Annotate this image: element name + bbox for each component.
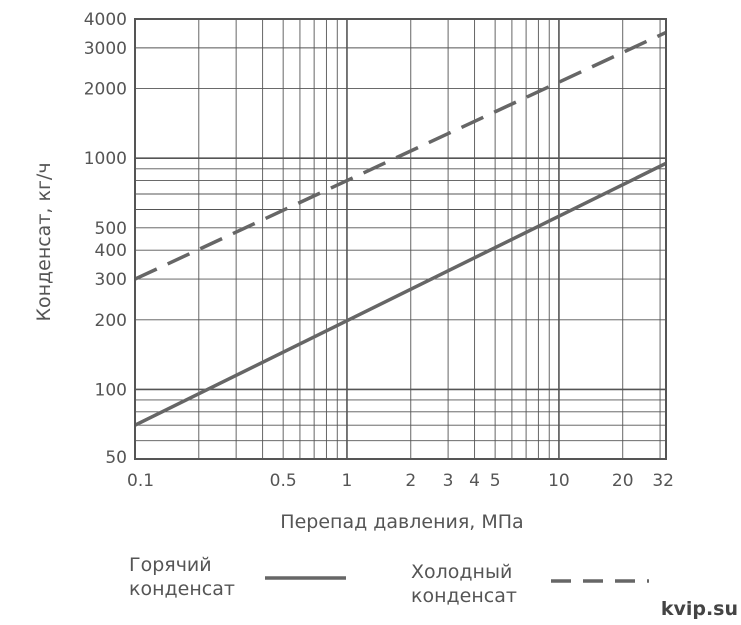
y-tick-label: 2000 (84, 80, 127, 100)
watermark-text: kvip.su (661, 598, 738, 620)
y-tick-label: 50 (105, 448, 127, 468)
y-axis-label: Конденсат, кг/ч (33, 162, 55, 321)
y-tick-label: 300 (95, 270, 127, 290)
x-tick-label: 0.5 (270, 471, 297, 491)
legend: Горячий конденсат Холодный конденсат (129, 554, 649, 607)
y-tick-label: 3000 (84, 39, 127, 59)
y-tick-label: 100 (95, 380, 127, 400)
x-tick-label: 4 (469, 471, 480, 491)
x-tick-label: 1 (342, 471, 353, 491)
y-tick-label: 1000 (84, 149, 127, 169)
series-line-hot-condensate (134, 161, 667, 427)
y-tick-label: 200 (95, 311, 127, 331)
x-tick-label: 20 (612, 471, 634, 491)
y-tick-label: 500 (95, 219, 127, 239)
x-tick-label: 32 (652, 471, 674, 491)
x-tick-label: 5 (490, 471, 501, 491)
grid-major (135, 19, 666, 459)
grid-minor (135, 19, 666, 459)
plot-frame (134, 18, 667, 460)
legend-label: Холодный конденсат (411, 561, 517, 607)
y-tick-label: 4000 (84, 10, 127, 30)
x-tick-label: 10 (548, 471, 570, 491)
x-axis-label: Перепад давления, МПа (280, 511, 523, 533)
y-tick-label: 400 (95, 241, 127, 261)
x-tick-label: 3 (443, 471, 454, 491)
x-tick-label: 0.1 (127, 471, 154, 491)
x-tick-label: 2 (405, 471, 416, 491)
series-layer (134, 30, 667, 427)
legend-label: Горячий конденсат (129, 554, 235, 600)
series-line-cold-condensate (134, 30, 667, 281)
x-tick-labels: 0.1 0.5 1 2 3 4 5 10 20 32 (127, 471, 674, 491)
